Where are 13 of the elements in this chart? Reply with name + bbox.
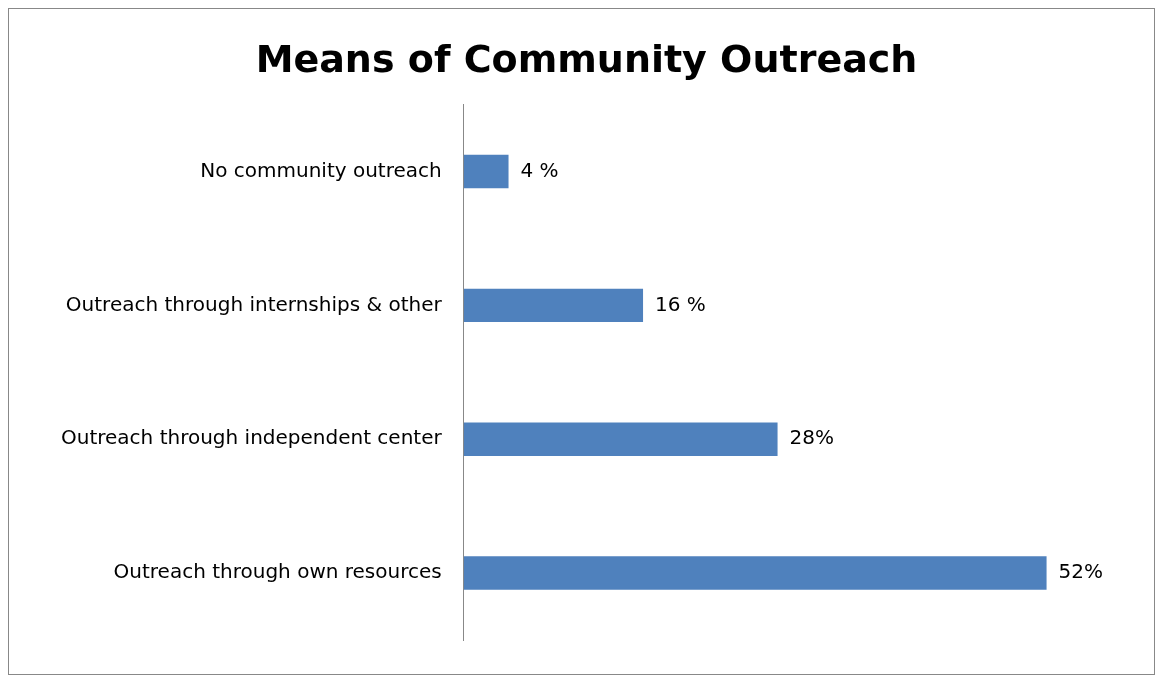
- y-tick-label: Outreach through own resources: [113, 559, 442, 584]
- bar: [463, 422, 778, 456]
- y-tick-label: Outreach through internships & other: [65, 291, 443, 316]
- data-label: 28%: [789, 425, 835, 450]
- data-label: 52%: [1058, 559, 1104, 584]
- bar: [463, 288, 644, 323]
- y-tick-label: No community outreach: [200, 157, 442, 182]
- y-tick-label: Outreach through independent center: [61, 425, 443, 450]
- bar: [463, 556, 1047, 590]
- bar: [463, 154, 509, 189]
- data-label: 16 %: [655, 291, 706, 316]
- chart-title: Means of Community Outreach: [255, 36, 918, 81]
- data-label: 4 %: [520, 157, 559, 182]
